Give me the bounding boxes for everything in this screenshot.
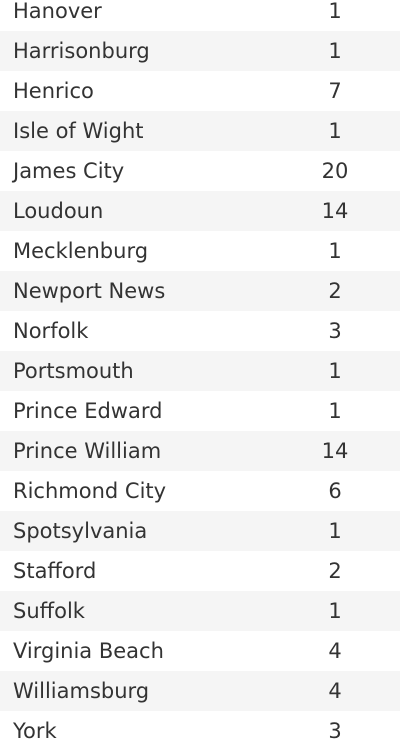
table-row[interactable]: Richmond City 6 [0, 471, 400, 511]
table-row[interactable]: Hanover 1 [0, 0, 400, 31]
locality-count: 1 [328, 599, 342, 623]
table-row[interactable]: Prince William 14 [0, 431, 400, 471]
locality-count: 3 [328, 319, 342, 343]
table-row[interactable]: Stafford 2 [0, 551, 400, 591]
locality-name: James City [13, 159, 125, 183]
locality-count: 20 [321, 159, 349, 183]
locality-count: 1 [328, 399, 342, 423]
locality-name: Newport News [13, 279, 166, 303]
locality-count: 6 [328, 479, 342, 503]
locality-name: Mecklenburg [13, 239, 149, 263]
locality-name: Stafford [13, 559, 97, 583]
table-row[interactable]: Newport News 2 [0, 271, 400, 311]
locality-count: 1 [328, 39, 342, 63]
table-row[interactable]: Norfolk 3 [0, 311, 400, 351]
locality-name: York [13, 719, 57, 743]
locality-count: 2 [328, 279, 342, 303]
table-row[interactable]: Prince Edward 1 [0, 391, 400, 431]
locality-count: 4 [328, 679, 342, 703]
table-row[interactable]: Mecklenburg 1 [0, 231, 400, 271]
locality-count: 14 [321, 439, 349, 463]
locality-name: Portsmouth [13, 359, 134, 383]
locality-name: Virginia Beach [13, 639, 164, 663]
table-row[interactable]: Henrico 7 [0, 71, 400, 111]
locality-count: 1 [328, 0, 342, 23]
table-row[interactable]: Suffolk 1 [0, 591, 400, 631]
locality-count: 2 [328, 559, 342, 583]
table-row[interactable]: Loudoun 14 [0, 191, 400, 231]
locality-name: Williamsburg [13, 679, 150, 703]
table-row[interactable]: Williamsburg 4 [0, 671, 400, 711]
locality-count: 7 [328, 79, 342, 103]
locality-name: Suffolk [13, 599, 85, 623]
locality-count: 1 [328, 519, 342, 543]
locality-count: 4 [328, 639, 342, 663]
table-row[interactable]: James City 20 [0, 151, 400, 191]
table-row[interactable]: Portsmouth 1 [0, 351, 400, 391]
locality-count: 1 [328, 119, 342, 143]
locality-name: Spotsylvania [13, 519, 148, 543]
table-row[interactable]: Isle of Wight 1 [0, 111, 400, 151]
locality-name: Henrico [13, 79, 94, 103]
locality-name: Norfolk [13, 319, 89, 343]
locality-count: 1 [328, 359, 342, 383]
table-row[interactable]: Harrisonburg 1 [0, 31, 400, 71]
locality-count: 3 [328, 719, 342, 743]
table-row[interactable]: York 3 [0, 711, 400, 751]
table-row[interactable]: Virginia Beach 4 [0, 631, 400, 671]
locality-name: Hanover [13, 0, 102, 23]
locality-name: Harrisonburg [13, 39, 150, 63]
locality-name: Loudoun [13, 199, 104, 223]
locality-name: Isle of Wight [13, 119, 144, 143]
locality-name: Richmond City [13, 479, 167, 503]
table-row[interactable]: Spotsylvania 1 [0, 511, 400, 551]
locality-count: 14 [321, 199, 349, 223]
locality-name: Prince William [13, 439, 162, 463]
locality-name: Prince Edward [13, 399, 163, 423]
locality-count: 1 [328, 239, 342, 263]
